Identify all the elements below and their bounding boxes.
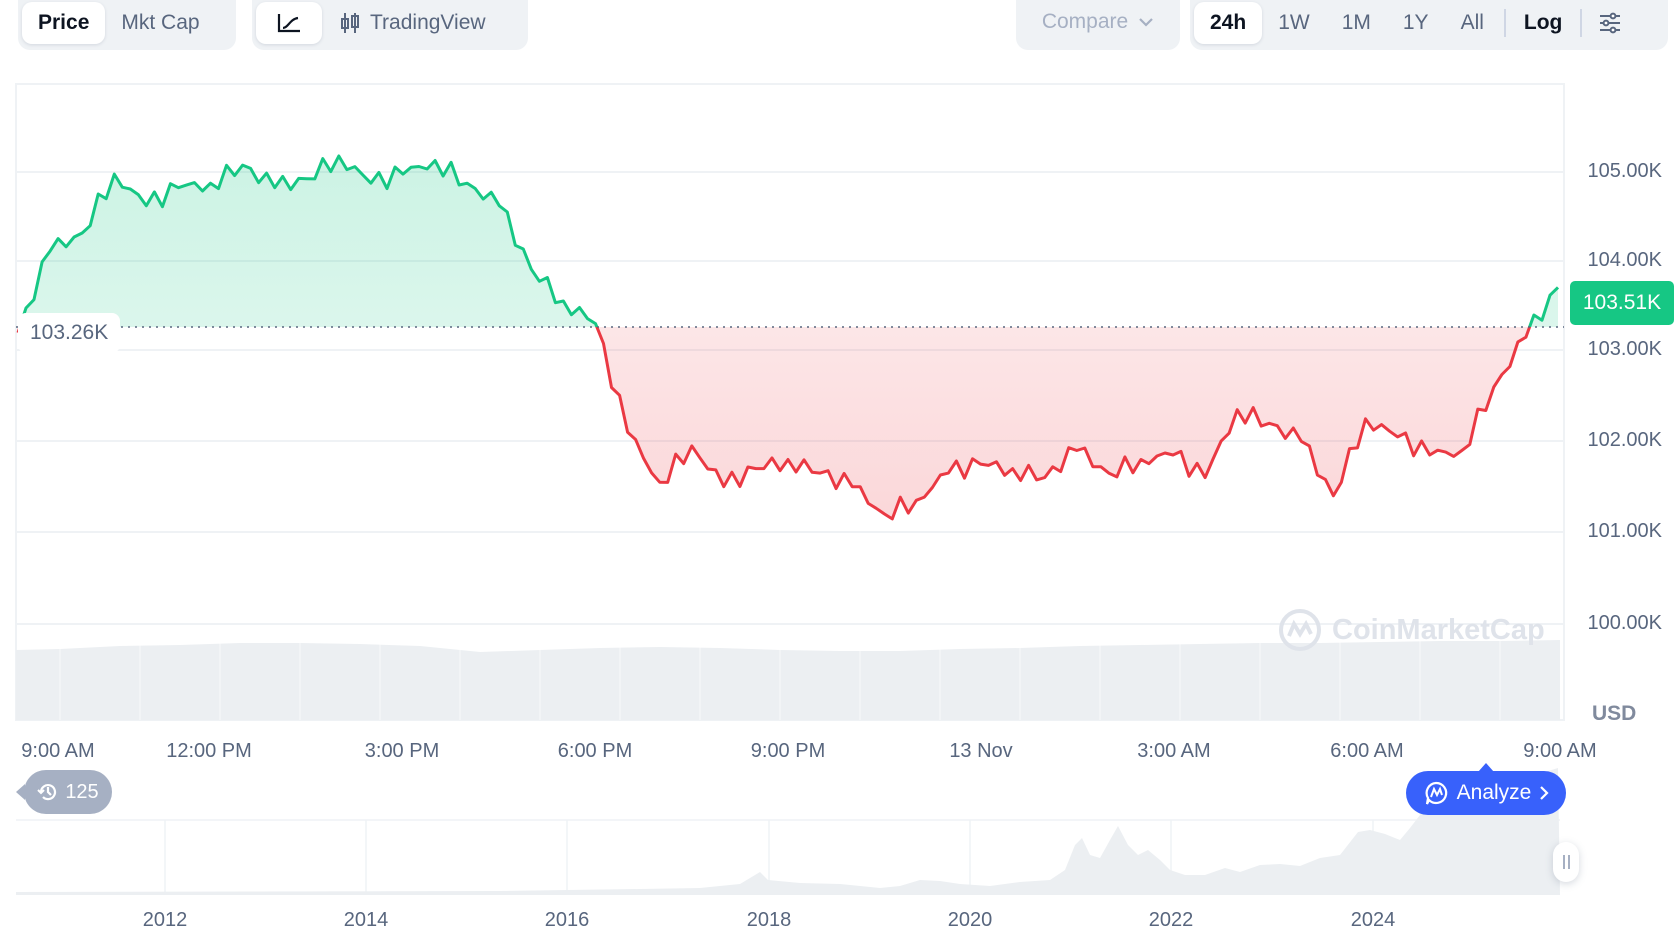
currency-label: USD xyxy=(1592,702,1637,725)
cmc-ai-icon xyxy=(1425,781,1447,805)
line-chart-icon xyxy=(277,14,300,33)
history-events-button[interactable]: 125 xyxy=(16,770,112,814)
metric-tabs: Price Mkt Cap xyxy=(18,0,236,50)
range-tabs: 24h 1W 1M 1Y All Log xyxy=(1190,0,1668,50)
navigator-drag-handle[interactable] xyxy=(1553,842,1579,882)
tradingview-label: TradingView xyxy=(370,11,486,34)
history-count: 125 xyxy=(65,780,99,803)
x-tick: 6:00 AM xyxy=(1330,740,1404,762)
open-price-tag: 103.26K xyxy=(18,313,121,353)
x-tick: 9:00 AM xyxy=(21,740,95,762)
range-24h[interactable]: 24h xyxy=(1194,2,1263,44)
volume-bars xyxy=(16,640,1560,720)
x-tick: 9:00 AM xyxy=(1523,740,1597,762)
y-tick: 101.00K xyxy=(1587,520,1662,542)
divider xyxy=(1580,9,1583,37)
current-price-tag: 103.51K xyxy=(1570,281,1674,325)
analyze-label: Analyze xyxy=(1456,781,1532,804)
tab-mkt-cap[interactable]: Mkt Cap xyxy=(121,11,200,34)
candlestick-icon xyxy=(341,13,359,33)
x-tick: 3:00 PM xyxy=(364,740,440,762)
y-tick: 103.00K xyxy=(1587,338,1662,360)
navigator-year: 2012 xyxy=(142,909,188,931)
coinmarketcap-watermark: CoinMarketCap xyxy=(1278,608,1545,652)
divider xyxy=(1503,9,1506,37)
watermark-text: CoinMarketCap xyxy=(1332,613,1545,646)
range-all[interactable]: All xyxy=(1460,11,1484,34)
x-tick: 13 Nov xyxy=(949,740,1013,762)
x-tick: 9:00 PM xyxy=(750,740,826,762)
range-1w[interactable]: 1W xyxy=(1278,11,1310,34)
chart-type-tabs: TradingView xyxy=(252,0,528,50)
chevron-down-icon xyxy=(1139,18,1153,27)
navigator-year: 2024 xyxy=(1350,909,1396,931)
settings-button[interactable] xyxy=(1586,2,1634,44)
tradingview-button[interactable]: TradingView xyxy=(322,2,502,44)
y-tick: 102.00K xyxy=(1587,429,1662,451)
log-toggle[interactable]: Log xyxy=(1523,11,1563,34)
tab-price[interactable]: Price xyxy=(22,2,106,44)
navigator-chart xyxy=(16,768,1560,895)
x-tick: 3:00 AM xyxy=(1137,740,1211,762)
navigator-year: 2018 xyxy=(746,909,792,931)
y-tick: 104.00K xyxy=(1587,249,1662,271)
sliders-icon xyxy=(1600,12,1621,34)
y-tick: 100.00K xyxy=(1587,612,1662,634)
chevron-right-icon xyxy=(1540,786,1549,800)
y-tick: 105.00K xyxy=(1587,160,1662,182)
x-tick: 12:00 PM xyxy=(166,740,252,762)
navigator-year: 2014 xyxy=(343,909,389,931)
x-tick: 6:00 PM xyxy=(557,740,633,762)
history-icon xyxy=(37,784,57,801)
line-chart-button[interactable] xyxy=(256,2,322,44)
coinmarketcap-logo-icon xyxy=(1279,609,1321,651)
compare-label: Compare xyxy=(1041,10,1129,33)
navigator-year: 2022 xyxy=(1148,909,1194,931)
range-1m[interactable]: 1M xyxy=(1341,11,1371,34)
compare-dropdown[interactable]: Compare xyxy=(1016,0,1180,50)
navigator-year: 2020 xyxy=(947,909,993,931)
analyze-button[interactable]: Analyze xyxy=(1406,763,1566,815)
navigator-year: 2016 xyxy=(544,909,590,931)
range-1y[interactable]: 1Y xyxy=(1402,11,1429,34)
